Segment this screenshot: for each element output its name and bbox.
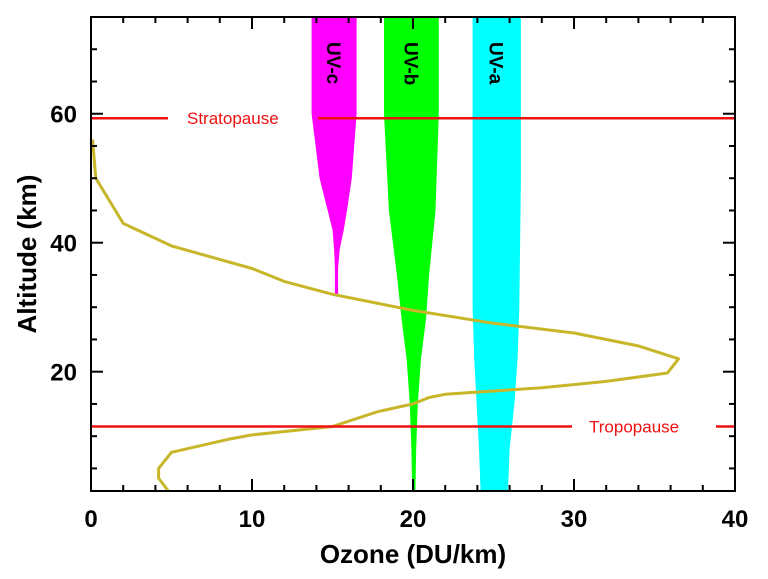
uv-bands xyxy=(311,17,521,491)
x-axis-title: Ozone (DU/km) xyxy=(320,539,506,569)
band-uv-c xyxy=(311,17,357,295)
ozone-profile-series xyxy=(91,139,681,492)
axis-ticks xyxy=(90,16,736,491)
x-tick-label: 30 xyxy=(561,506,588,533)
band-uv-a xyxy=(472,17,521,491)
y-tick-label: 40 xyxy=(50,231,77,258)
x-tick-label: 40 xyxy=(722,506,749,533)
x-tick-label: 10 xyxy=(239,506,266,533)
y-tick-label: 20 xyxy=(50,360,77,387)
ozone-profile-line xyxy=(91,139,681,492)
x-tick-label: 0 xyxy=(84,506,97,533)
y-axis-title: Altitude (km) xyxy=(12,175,42,334)
band-label-uv-b: UV-b xyxy=(399,42,420,85)
x-tick-label: 20 xyxy=(400,506,427,533)
y-tick-label: 60 xyxy=(50,102,77,129)
uv-band-labels: UV-c UV-b UV-a xyxy=(322,42,506,85)
ref-label-stratopause: Stratopause xyxy=(187,109,279,128)
reference-lines: Stratopause Tropopause xyxy=(91,109,735,437)
tick-labels: 0 10 20 30 40 20 40 60 xyxy=(50,102,748,533)
ref-label-tropopause: Tropopause xyxy=(589,418,679,437)
band-uv-b xyxy=(384,17,439,491)
band-label-uv-c: UV-c xyxy=(322,42,343,85)
band-label-uv-a: UV-a xyxy=(485,42,506,85)
